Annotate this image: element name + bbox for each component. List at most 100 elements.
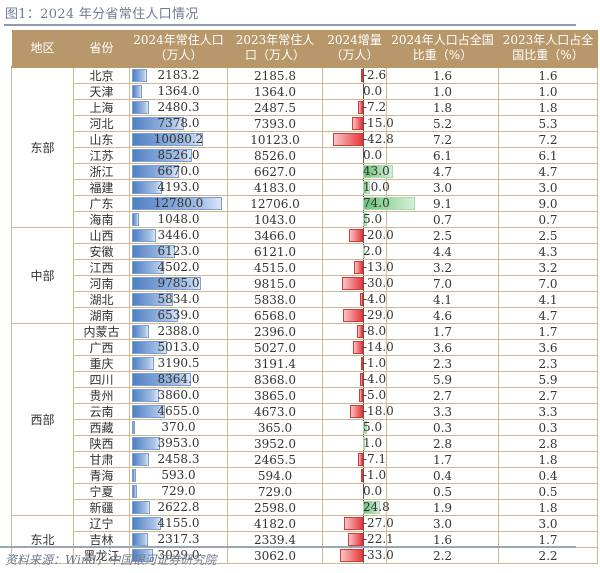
share2023-cell: 3.0 xyxy=(498,515,598,532)
pop2023-cell: 2465.5 xyxy=(227,451,323,468)
share2023-cell: 1.6 xyxy=(498,66,598,84)
delta-bar-wrap: 5.0 xyxy=(323,212,386,227)
table-row: 湖南 6539.0 6568.0 -29.0 4.6 4.7 xyxy=(12,307,598,324)
delta-value: -7.1 xyxy=(363,452,387,466)
delta-negative-bar xyxy=(342,309,363,322)
delta-bar-wrap: -2.6 xyxy=(323,68,386,83)
pop2024-bar-wrap: 9785.0 xyxy=(130,276,227,291)
delta-cell: -29.0 xyxy=(322,307,394,324)
delta-cell: 74.0 xyxy=(322,195,415,212)
pop2024-cell: 2317.3 xyxy=(129,531,228,548)
delta-positive-bar xyxy=(363,437,365,450)
delta-bar-wrap: 0.0 xyxy=(323,84,386,99)
top-rule xyxy=(4,24,576,26)
share2024-cell: 2.3 xyxy=(386,355,499,372)
pop2024-bar-wrap: 10080.2 xyxy=(130,132,227,147)
delta-axis-line xyxy=(363,148,364,163)
delta-negative-bar xyxy=(358,453,363,466)
delta-bar-wrap: -22.1 xyxy=(323,532,394,547)
pop2024-bar-wrap: 5834.0 xyxy=(130,292,227,307)
delta-negative-bar xyxy=(344,517,363,530)
delta-negative-bar xyxy=(357,325,363,338)
pop2023-cell: 3466.0 xyxy=(227,227,323,244)
pop2024-data-bar xyxy=(132,437,160,450)
share2023-cell: 6.1 xyxy=(498,147,598,164)
pop2024-value: 2622.8 xyxy=(157,500,200,514)
pop2024-bar-wrap: 2622.8 xyxy=(130,500,227,515)
delta-cell: -7.2 xyxy=(322,99,387,116)
pop2024-value: 3953.0 xyxy=(157,436,200,450)
pop2024-value: 8526.0 xyxy=(157,148,200,162)
figure-title: 图1：2024 年分省常住人口情况 xyxy=(5,7,199,22)
pop2024-cell: 4155.0 xyxy=(129,515,228,532)
pop2023-cell: 729.0 xyxy=(227,483,323,500)
delta-negative-bar xyxy=(360,373,363,386)
share2024-cell: 6.1 xyxy=(386,147,499,164)
delta-bar-wrap: -30.0 xyxy=(323,276,394,291)
header-region-label: 地区 xyxy=(30,40,55,55)
pop2023-cell: 3062.0 xyxy=(227,547,323,564)
delta-positive-bar xyxy=(363,181,370,194)
delta-value: 43.0 xyxy=(363,164,390,178)
share2024-cell: 3.2 xyxy=(386,259,499,276)
pop2023-cell: 9815.0 xyxy=(227,275,323,292)
pop2024-cell: 10080.2 xyxy=(129,131,228,148)
pop2024-cell: 2458.3 xyxy=(129,451,228,468)
province-cell: 山西 xyxy=(73,227,130,244)
pop2024-cell: 4655.0 xyxy=(129,403,228,420)
share2024-cell: 1.0 xyxy=(386,83,499,100)
pop2024-value: 4502.0 xyxy=(157,260,200,274)
table-row: 四川 8364.0 8368.0 -4.0 5.9 5.9 xyxy=(12,371,598,388)
delta-bar-wrap: -15.0 xyxy=(323,116,394,131)
pop2024-bar-wrap: 4655.0 xyxy=(130,404,227,419)
province-cell: 吉林 xyxy=(73,531,130,548)
pop2024-bar-wrap: 4155.0 xyxy=(130,516,227,531)
delta-axis-line xyxy=(363,356,364,371)
header-delta-line2: （万人） xyxy=(330,48,379,62)
delta-negative-bar xyxy=(333,133,363,146)
pop2024-bar-wrap: 3860.0 xyxy=(130,388,227,403)
delta-positive-bar xyxy=(363,421,367,434)
pop2024-data-bar xyxy=(132,197,222,210)
pop2023-cell: 3865.0 xyxy=(227,387,323,404)
table-row: 吉林 2317.3 2339.4 -22.1 1.6 1.7 xyxy=(12,531,598,548)
header-pop2023-line1: 2023年常住人 xyxy=(235,33,315,47)
delta-value: 5.0 xyxy=(363,212,383,226)
header-pop2023-line2: 口（万人） xyxy=(244,48,305,62)
delta-cell: 5.0 xyxy=(322,419,387,436)
pop2024-data-bar xyxy=(132,117,184,130)
pop2024-data-bar xyxy=(132,453,150,466)
pop2024-value: 8364.0 xyxy=(157,372,200,386)
pop2024-bar-wrap: 593.0 xyxy=(130,468,227,483)
share2024-cell: 4.1 xyxy=(386,291,499,308)
delta-cell: -30.0 xyxy=(322,275,394,292)
share2024-cell: 0.4 xyxy=(386,467,499,484)
delta-cell: -27.0 xyxy=(322,515,394,532)
pop2024-cell: 6123.0 xyxy=(129,243,228,260)
share2024-cell: 4.6 xyxy=(386,307,499,324)
pop2024-bar-wrap: 370.0 xyxy=(130,420,227,435)
pop2024-value: 1364.0 xyxy=(157,84,200,98)
delta-cell: -13.0 xyxy=(322,259,394,276)
province-cell: 江苏 xyxy=(73,147,130,164)
delta-value: -2.6 xyxy=(363,68,387,82)
table-row: 青海 593.0 594.0 -1.0 0.4 0.4 xyxy=(12,467,598,484)
share2024-cell: 1.7 xyxy=(386,323,499,340)
delta-cell: -15.0 xyxy=(322,115,394,132)
delta-axis-line xyxy=(363,132,364,147)
share2024-cell: 0.3 xyxy=(386,419,499,436)
share2023-cell: 9.0 xyxy=(498,195,598,212)
share2023-cell: 1.7 xyxy=(498,323,598,340)
pop2023-cell: 3952.0 xyxy=(227,435,323,452)
pop2024-cell: 3190.5 xyxy=(129,355,228,372)
pop2024-bar-wrap: 2388.0 xyxy=(130,324,227,339)
pop2024-cell: 3446.0 xyxy=(129,227,228,244)
pop2024-value: 4155.0 xyxy=(157,516,200,530)
delta-positive-bar xyxy=(363,213,367,226)
pop2024-data-bar xyxy=(132,293,174,306)
delta-value: -1.0 xyxy=(363,356,387,370)
region-cell: 中部 xyxy=(11,227,74,324)
delta-axis-line xyxy=(363,452,364,467)
delta-cell: 10.0 xyxy=(322,179,390,196)
share2024-cell: 3.6 xyxy=(386,339,499,356)
